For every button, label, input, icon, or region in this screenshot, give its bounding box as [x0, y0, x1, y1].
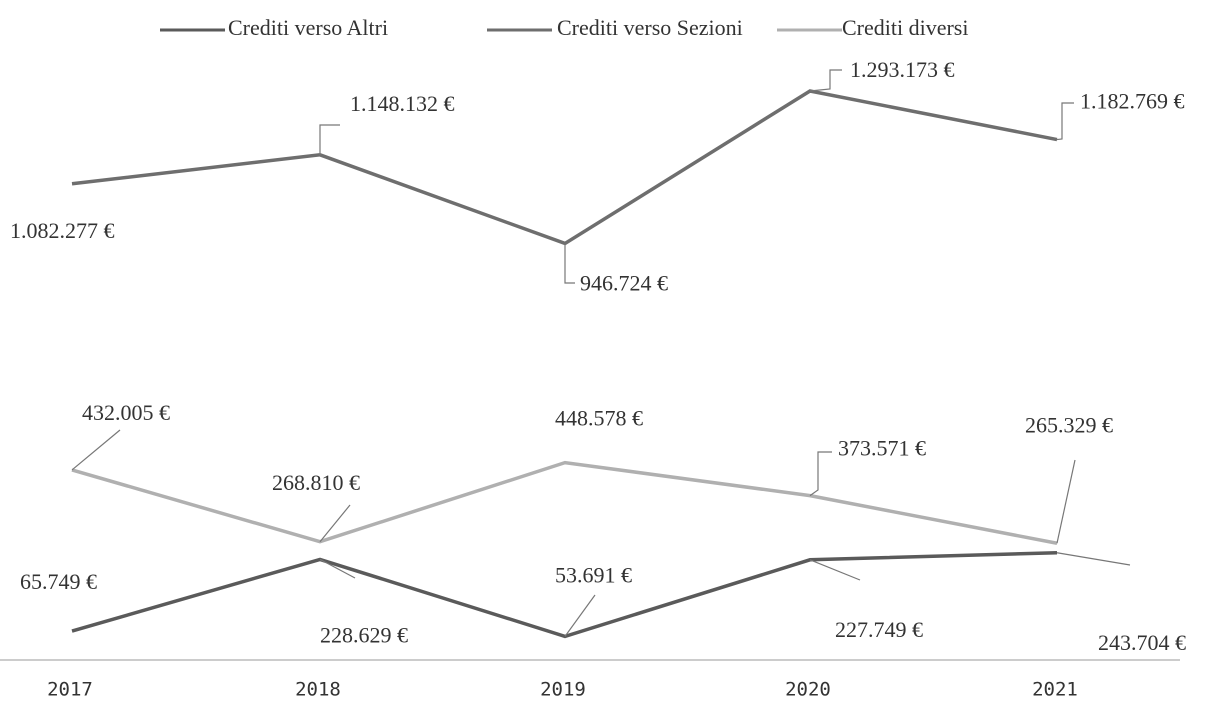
data-label: 265.329 €: [1025, 412, 1113, 437]
leader-line: [564, 594, 596, 637]
leader-line: [564, 243, 575, 284]
x-tick-label: 2020: [785, 679, 831, 701]
data-label: 1.293.173 €: [850, 57, 955, 82]
data-label: 1.148.132 €: [350, 91, 455, 116]
data-label: 268.810 €: [272, 470, 360, 495]
leader-line: [71, 429, 121, 471]
data-label: 65.749 €: [20, 569, 97, 594]
legend-label: Crediti diversi: [842, 15, 968, 40]
data-label: 227.749 €: [835, 617, 923, 642]
x-tick-label: 2017: [47, 679, 93, 701]
leader-line: [809, 559, 861, 581]
leader-line: [319, 124, 340, 155]
data-label: 1.082.277 €: [10, 218, 115, 243]
legend-label: Crediti verso Sezioni: [557, 15, 743, 40]
data-label: 373.571 €: [838, 436, 926, 461]
data-label: 432.005 €: [82, 400, 170, 425]
leader-line: [809, 451, 832, 497]
leader-line: [1056, 102, 1074, 141]
legend-label: Crediti verso Altri: [228, 15, 388, 40]
x-tick-label: 2019: [540, 679, 586, 701]
data-label: 946.724 €: [580, 270, 668, 295]
leader-line: [1056, 552, 1131, 566]
x-tick-label: 2018: [295, 679, 341, 701]
series-line: [71, 460, 1058, 545]
data-label: 53.691 €: [555, 562, 632, 587]
leader-line: [1056, 459, 1076, 544]
data-label: 243.704 €: [1098, 630, 1186, 655]
data-label: 1.182.769 €: [1080, 89, 1185, 114]
data-label: 228.629 €: [320, 622, 408, 647]
leader-line: [319, 558, 356, 579]
series-line: [71, 89, 1058, 246]
leader-line: [319, 504, 351, 543]
leader-line: [809, 69, 842, 92]
data-label: 448.578 €: [555, 406, 643, 431]
x-tick-label: 2021: [1032, 679, 1078, 701]
